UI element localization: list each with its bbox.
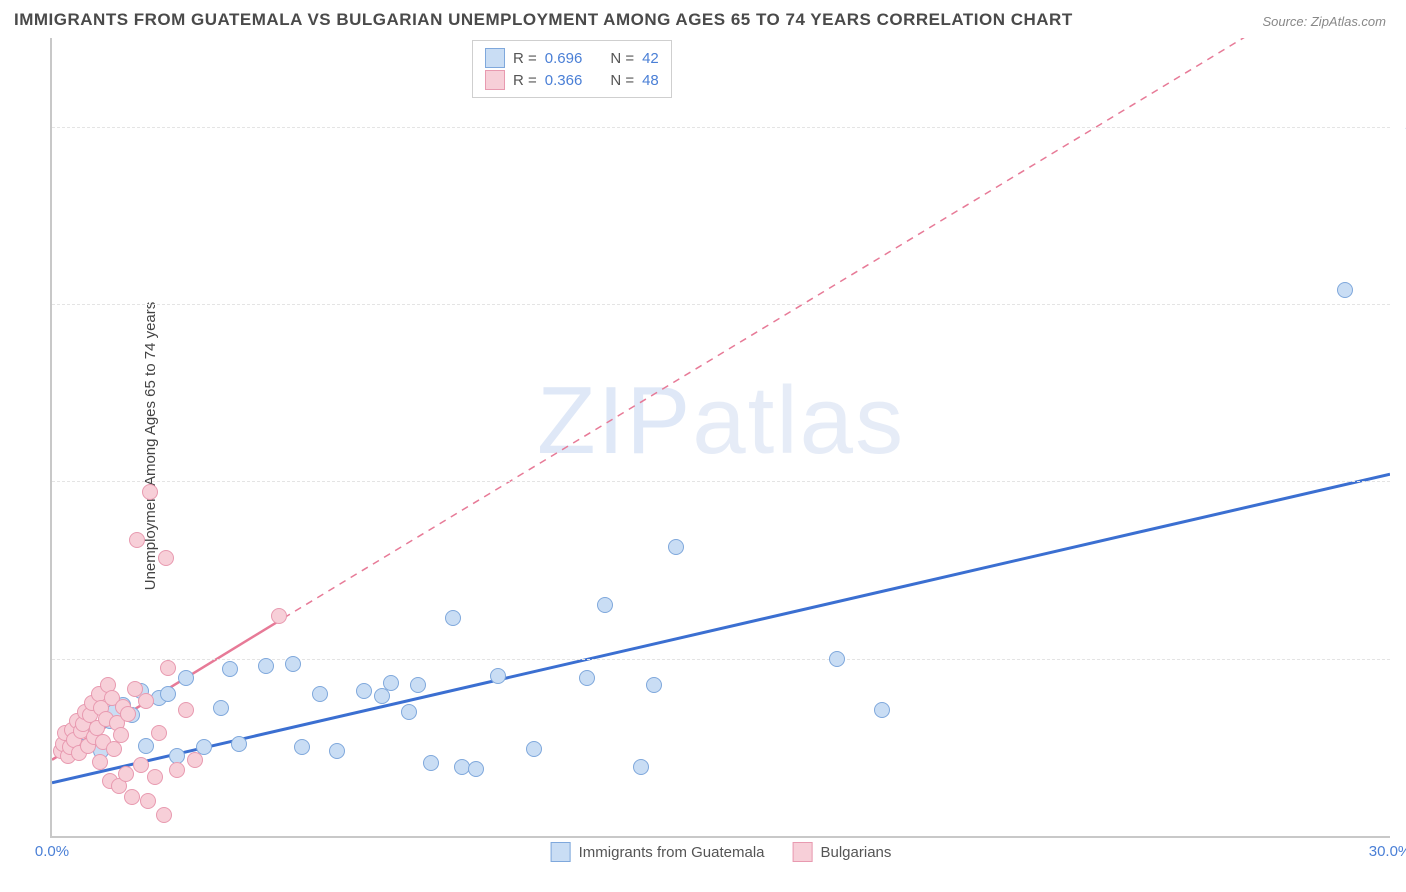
scatter-point: [120, 706, 136, 722]
scatter-point: [124, 789, 140, 805]
watermark-text-b: atlas: [692, 367, 905, 474]
scatter-point: [874, 702, 890, 718]
trend-lines-svg: [52, 38, 1390, 836]
gridline: [52, 127, 1390, 128]
scatter-point: [129, 532, 145, 548]
r-value: 0.366: [545, 72, 583, 89]
scatter-point: [92, 754, 108, 770]
scatter-point: [140, 793, 156, 809]
square-icon: [793, 842, 813, 862]
gridline: [52, 304, 1390, 305]
scatter-point: [133, 757, 149, 773]
scatter-point: [490, 668, 506, 684]
chart-title: IMMIGRANTS FROM GUATEMALA VS BULGARIAN U…: [14, 10, 1073, 30]
scatter-point: [147, 769, 163, 785]
scatter-point: [138, 738, 154, 754]
scatter-point: [142, 484, 158, 500]
scatter-point: [445, 610, 461, 626]
gridline: [52, 659, 1390, 660]
scatter-point: [160, 660, 176, 676]
scatter-point: [597, 597, 613, 613]
scatter-point: [222, 661, 238, 677]
r-value: 0.696: [545, 50, 583, 67]
scatter-point: [423, 755, 439, 771]
scatter-point: [160, 686, 176, 702]
correlation-legend: R = 0.696 N = 42 R = 0.366 N = 48: [472, 40, 672, 98]
scatter-point: [329, 743, 345, 759]
scatter-point: [526, 741, 542, 757]
x-tick-label: 30.0%: [1369, 843, 1406, 860]
scatter-point: [138, 693, 154, 709]
scatter-point: [151, 725, 167, 741]
scatter-point: [187, 752, 203, 768]
r-label: R =: [513, 50, 537, 67]
n-value: 42: [642, 50, 659, 67]
scatter-point: [646, 677, 662, 693]
scatter-point: [579, 670, 595, 686]
scatter-point: [668, 539, 684, 555]
square-icon: [485, 48, 505, 68]
scatter-point: [156, 807, 172, 823]
source-label: Source:: [1262, 14, 1310, 29]
legend-label: Bulgarians: [821, 844, 892, 861]
scatter-point: [312, 686, 328, 702]
scatter-point: [410, 677, 426, 693]
plot-area: ZIPatlas R =0.696N =42R =0.366N =48 Immi…: [50, 38, 1390, 838]
legend-row: R = 0.366 N = 48: [485, 69, 659, 91]
watermark-text-a: ZIP: [537, 367, 692, 474]
trend-line-dashed: [284, 38, 1390, 618]
r-label: R =: [513, 72, 537, 89]
scatter-point: [294, 739, 310, 755]
scatter-point: [231, 736, 247, 752]
source-citation: Source: ZipAtlas.com: [1262, 14, 1386, 29]
series-legend: Immigrants from Guatemala Bulgarians: [551, 842, 892, 862]
source-value: ZipAtlas.com: [1311, 14, 1386, 29]
scatter-point: [178, 670, 194, 686]
scatter-point: [213, 700, 229, 716]
scatter-point: [271, 608, 287, 624]
scatter-point: [356, 683, 372, 699]
scatter-point: [178, 702, 194, 718]
scatter-point: [468, 761, 484, 777]
scatter-point: [258, 658, 274, 674]
n-value: 48: [642, 72, 659, 89]
square-icon: [551, 842, 571, 862]
legend-row: R = 0.696 N = 42: [485, 47, 659, 69]
scatter-point: [383, 675, 399, 691]
x-tick-label: 0.0%: [35, 843, 69, 860]
legend-item-guatemala: Immigrants from Guatemala: [551, 842, 765, 862]
scatter-point: [1337, 282, 1353, 298]
scatter-point: [829, 651, 845, 667]
watermark: ZIPatlas: [537, 366, 905, 476]
scatter-point: [118, 766, 134, 782]
gridline: [52, 481, 1390, 482]
scatter-point: [158, 550, 174, 566]
scatter-point: [113, 727, 129, 743]
scatter-point: [285, 656, 301, 672]
n-label: N =: [610, 72, 634, 89]
n-label: N =: [610, 50, 634, 67]
legend-item-bulgarians: Bulgarians: [793, 842, 892, 862]
scatter-point: [169, 762, 185, 778]
scatter-point: [401, 704, 417, 720]
scatter-point: [633, 759, 649, 775]
legend-label: Immigrants from Guatemala: [579, 844, 765, 861]
trend-line: [52, 474, 1390, 783]
scatter-point: [106, 741, 122, 757]
square-icon: [485, 70, 505, 90]
